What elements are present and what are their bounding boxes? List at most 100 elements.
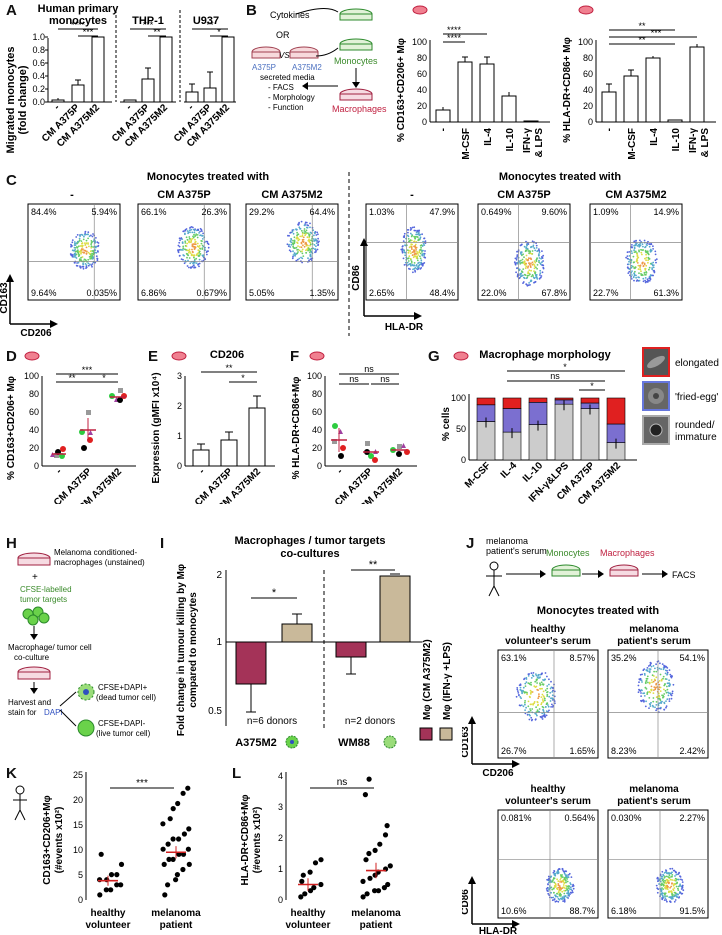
- flow-event: [90, 264, 93, 266]
- flow-event: [544, 716, 546, 718]
- data-point: [318, 881, 324, 888]
- panel-d-ylabel: % CD163+CD206+ Mφ: [6, 376, 17, 480]
- flow-event: [542, 266, 545, 269]
- flow-event: [400, 248, 403, 251]
- flow-event: [657, 888, 660, 891]
- flow-event: [534, 261, 537, 264]
- flow-event: [317, 237, 319, 240]
- flow-event: [522, 274, 524, 277]
- panel-i-title: Macrophages / tumor targets: [235, 535, 386, 547]
- flow-event: [422, 252, 424, 255]
- flow-event: [566, 876, 569, 878]
- panel-d-ytick: 100: [24, 371, 39, 381]
- flow-event: [633, 246, 636, 249]
- panel-k-ylabel: (#events x10²): [54, 807, 65, 874]
- flow-event: [551, 888, 554, 891]
- flow-event: [309, 222, 311, 225]
- flow-event: [73, 254, 76, 256]
- flow-event: [637, 256, 640, 259]
- flow-event: [90, 234, 92, 237]
- data-point: [387, 863, 393, 869]
- flow-event: [402, 257, 405, 260]
- flow-event: [524, 685, 527, 687]
- panel-b-sig: ****: [447, 25, 462, 35]
- data-point: [160, 846, 166, 852]
- flow-event: [304, 243, 306, 245]
- flow-event: [561, 890, 564, 893]
- flow-event: [539, 673, 541, 676]
- flow-event: [643, 700, 645, 703]
- flow-event: [633, 274, 636, 277]
- flow-event: [84, 258, 86, 261]
- panel-j-title: Monocytes treated with: [537, 605, 660, 617]
- flow-event: [407, 252, 410, 254]
- flow-event: [536, 676, 539, 679]
- flow-event: [665, 691, 668, 694]
- flow-event: [536, 264, 539, 266]
- flow-event: [206, 253, 208, 256]
- flow-event: [647, 252, 650, 255]
- flow-event: [668, 698, 671, 700]
- flow-event: [75, 257, 78, 259]
- quadrant-label: 91.5%: [679, 906, 705, 916]
- panel-g-chart: Macrophage morphology % cells 0 50 100 *…: [441, 347, 719, 508]
- flow-event: [644, 249, 647, 252]
- flow-event: [188, 266, 190, 269]
- flow-event: [563, 886, 565, 889]
- flow-event: [309, 226, 311, 229]
- flow-event: [569, 888, 571, 891]
- flow-event: [530, 677, 533, 679]
- data-point: [104, 877, 110, 883]
- flow-event: [668, 874, 671, 877]
- flow-event: [184, 232, 186, 235]
- flow-event: [565, 881, 567, 884]
- flow-event: [562, 870, 565, 873]
- panel-b-chart-2: % HLA-DR+CD86+ Mφ 0 20 40 60 80 100 ** *…: [562, 5, 716, 160]
- flow-event: [551, 706, 554, 708]
- flow-event: [563, 892, 566, 895]
- flow-event: [540, 257, 542, 260]
- flow-event: [418, 251, 421, 254]
- flow-event: [94, 240, 97, 243]
- panel-e-cat: -: [197, 466, 207, 476]
- flow-event: [409, 262, 412, 265]
- quadrant-label: 54.1%: [679, 653, 705, 663]
- flow-event: [529, 273, 531, 276]
- flow-event: [408, 255, 411, 258]
- flow-event: [636, 262, 639, 264]
- panel-e-ytick: 0: [177, 461, 182, 471]
- flow-event: [303, 228, 306, 230]
- flow-event: [301, 252, 304, 255]
- flow-event: [636, 252, 638, 255]
- panel-c-left-x: CD206: [20, 328, 52, 338]
- flow-event: [191, 265, 194, 268]
- flow-event: [676, 896, 678, 898]
- panel-g-legend: elongated: [675, 358, 719, 369]
- flow-event: [204, 258, 207, 261]
- flow-event: [407, 260, 410, 262]
- flow-event: [662, 675, 665, 678]
- panel-k-ylabel: CD163+CD206+Mφ: [42, 795, 53, 884]
- flow-event: [302, 236, 305, 239]
- flow-event: [316, 231, 319, 234]
- flow-event: [526, 284, 529, 287]
- flow-event: [563, 878, 566, 880]
- flow-event: [92, 256, 95, 258]
- quadrant-label: 48.4%: [429, 288, 455, 298]
- flow-event: [639, 673, 642, 676]
- panel-i-donors: n=2 donors: [345, 716, 395, 727]
- flow-event: [544, 678, 546, 681]
- flow-event: [553, 690, 556, 693]
- flow-event: [665, 887, 667, 890]
- flow-event: [521, 258, 524, 261]
- flow-event: [660, 875, 663, 878]
- flow-event: [73, 241, 76, 243]
- flow-event: [416, 252, 419, 254]
- flow-event: [560, 877, 562, 879]
- panel-l-sig: ns: [337, 777, 348, 788]
- flow-event: [200, 242, 203, 245]
- flow-event: [201, 247, 204, 249]
- flow-event: [207, 250, 210, 252]
- data-point: [381, 885, 387, 891]
- flow-event: [73, 256, 75, 258]
